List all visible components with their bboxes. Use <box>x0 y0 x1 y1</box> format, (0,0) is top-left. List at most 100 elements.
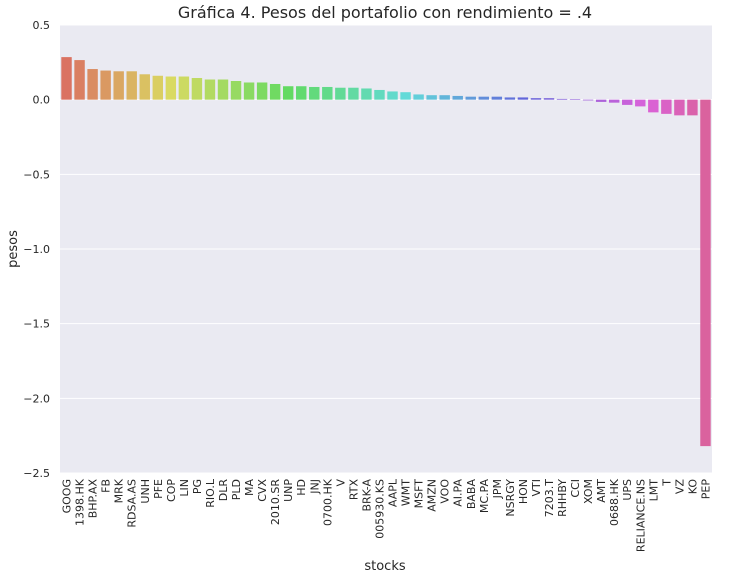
x-tick-label: PEP <box>699 479 712 500</box>
x-tick-label: BRK-A <box>360 479 373 512</box>
bar-RELIANCE.NS <box>635 99 646 107</box>
bar-JNJ <box>309 86 320 100</box>
bar-MC.PA <box>478 96 490 100</box>
y-tick-label: −1.0 <box>23 243 50 256</box>
x-tick-label: BABA <box>465 479 478 510</box>
x-tick-label: MC.PA <box>478 479 491 514</box>
bar-JPM <box>491 96 503 100</box>
bar-AMZN <box>426 95 437 100</box>
bar-FB <box>100 70 111 100</box>
bar-0700.HK <box>322 86 333 100</box>
bar-RIO.L <box>204 79 216 100</box>
x-tick-label: MRK <box>113 478 126 503</box>
x-tick-labels: GOOG 1398.HK BHP.AX FB MRK RDSA.AS UNH PFE COP LI… <box>61 478 713 552</box>
x-tick-label: AI.PA <box>452 479 465 507</box>
x-tick-label: PG <box>191 479 204 494</box>
bar-CVX <box>256 82 268 100</box>
x-tick-label: AMZN <box>426 479 439 512</box>
x-tick-label: PLD <box>230 479 243 500</box>
x-tick-label: COP <box>165 479 178 502</box>
bar-0688.HK <box>608 99 620 103</box>
bar-7203.T <box>543 98 555 100</box>
bar-MA <box>243 82 255 100</box>
x-tick-label: GOOG <box>61 479 74 513</box>
bar-PLD <box>230 81 242 100</box>
bar-DLR <box>217 79 229 100</box>
x-tick-label: BHP.AX <box>87 479 100 519</box>
x-tick-label: CVX <box>256 479 269 502</box>
bar-AI.PA <box>452 95 463 100</box>
chart-title: Gráfica 4. Pesos del portafolio con rend… <box>178 3 592 22</box>
bar-2010.SR <box>269 83 281 100</box>
x-tick-label: AAPL <box>387 478 400 507</box>
x-tick-label: 1398.HK <box>74 478 87 526</box>
bar-BHP.AX <box>87 69 98 100</box>
bar-UNH <box>139 74 150 100</box>
bar-AMT <box>595 99 607 102</box>
bar-HON <box>517 97 529 100</box>
x-tick-label: 7203.T <box>543 479 556 517</box>
x-tick-label: DLR <box>217 479 230 502</box>
bar-NSRGY <box>504 97 516 100</box>
x-tick-label: VOO <box>439 479 452 504</box>
bar-RTX <box>348 87 359 100</box>
x-tick-label: NSRGY <box>504 479 517 517</box>
y-tick-label: −0.5 <box>23 168 50 181</box>
x-tick-label: CCI <box>569 479 582 498</box>
bar-005930.KS <box>374 89 385 100</box>
bar-LIN <box>178 76 190 100</box>
x-tick-label: 0688.HK <box>608 478 621 526</box>
x-tick-label: VZ <box>673 479 686 495</box>
bar-LMT <box>648 99 659 113</box>
y-tick-label: −2.5 <box>23 467 50 480</box>
y-axis-label: pesos <box>6 230 21 268</box>
bar-BRK-A <box>361 88 372 100</box>
x-tick-label: LMT <box>647 479 660 502</box>
x-tick-label: HD <box>295 479 308 496</box>
bar-CCI <box>569 99 581 100</box>
bar-PG <box>191 78 203 100</box>
y-tick-labels: 0.5 0.0 −0.5 −1.0 −1.5 −2.0 −2.5 <box>23 19 50 480</box>
x-tick-label: XOM <box>582 479 595 504</box>
bar-COP <box>165 76 177 100</box>
x-tick-label: UPS <box>621 479 634 501</box>
x-tick-label: MA <box>243 479 256 496</box>
x-tick-label: T <box>660 479 673 487</box>
x-tick-label: WMT <box>400 479 413 506</box>
bar-MSFT <box>413 94 424 100</box>
x-axis-label: stocks <box>364 559 405 574</box>
bar-WMT <box>400 92 411 100</box>
x-tick-label: RIO.L <box>204 478 217 508</box>
x-tick-label: UNH <box>139 479 152 504</box>
bar-PFE <box>152 75 164 100</box>
bar-HD <box>296 86 307 100</box>
bar-UPS <box>622 99 633 105</box>
bar-MRK <box>113 71 124 100</box>
bar-KO <box>687 99 698 116</box>
x-tick-label: KO <box>686 479 699 495</box>
x-tick-label: LIN <box>178 479 191 497</box>
x-tick-label: RELIANCE.NS <box>634 479 647 552</box>
bars <box>61 57 711 447</box>
x-tick-label: VTI <box>530 479 543 497</box>
bar-UNP <box>282 86 294 100</box>
x-tick-label: UNP <box>282 479 295 502</box>
bar-AAPL <box>387 91 398 100</box>
y-tick-label: −2.0 <box>23 392 50 405</box>
x-tick-label: RHHBY <box>556 479 569 517</box>
x-tick-label: AMT <box>595 479 608 503</box>
bar-PEP <box>700 99 711 447</box>
bar-GOOG <box>61 57 72 100</box>
x-tick-label: FB <box>100 479 113 493</box>
x-tick-label: JPM <box>491 479 504 499</box>
x-tick-label: PFE <box>152 479 165 499</box>
x-tick-label: HON <box>517 479 530 504</box>
bar-RDSA.AS <box>126 71 137 100</box>
bar-V <box>335 87 346 100</box>
bar-VOO <box>439 95 450 100</box>
x-tick-label: 0700.HK <box>321 478 334 526</box>
x-tick-label: V <box>334 479 347 487</box>
x-tick-label: RDSA.AS <box>126 479 139 528</box>
y-tick-label: 0.5 <box>33 19 51 32</box>
